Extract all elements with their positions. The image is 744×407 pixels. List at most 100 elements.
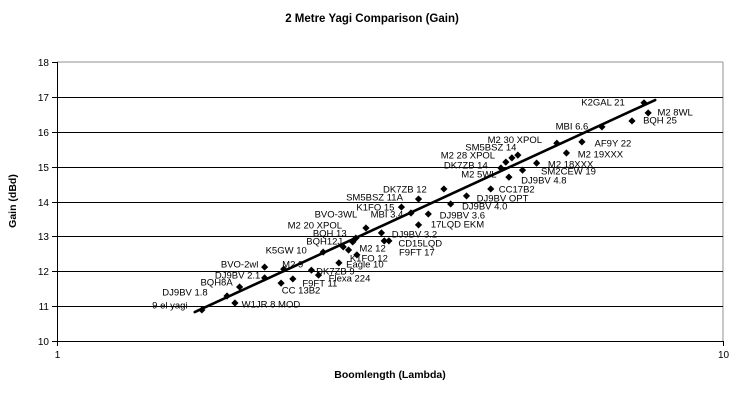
data-point-31 [505, 173, 513, 181]
data-point-label-9: DK7ZB 9 [316, 267, 355, 278]
data-point-label-27: SM5BSZ 11A [346, 193, 404, 204]
data-point-label-31: DJ9BV 4.8 [521, 176, 566, 187]
data-point-19 [385, 237, 393, 245]
y-tick-label-14: 14 [38, 198, 50, 209]
y-tick-label-10: 10 [38, 337, 50, 348]
chart-title: 2 Metre Yagi Comparison (Gain) [285, 13, 459, 25]
data-point-label-0: 9 el yagi [152, 300, 187, 311]
y-tick-label-17: 17 [38, 93, 50, 104]
x-tick-label-10: 10 [718, 350, 730, 361]
data-point-25 [424, 210, 432, 218]
data-point-42 [640, 99, 648, 107]
data-point-4 [261, 274, 269, 282]
data-point-8 [289, 275, 297, 283]
data-point-41 [598, 123, 606, 131]
data-point-36 [514, 151, 522, 159]
data-point-label-8: F9FT 11 [302, 278, 337, 289]
data-point-label-19: F9FT 17 [399, 247, 435, 258]
data-point-label-15: BQH12J [306, 236, 342, 247]
data-point-label-36: SM5BSZ 14 [465, 143, 516, 154]
data-point-label-1: DJ9BV 1.8 [162, 288, 207, 299]
data-point-28 [440, 185, 448, 193]
data-point-label-14: M2 12 [359, 243, 385, 254]
data-point-label-35: M2 28 XPOL [441, 150, 495, 161]
data-point-label-34: DK7ZB 14 [444, 161, 488, 172]
data-point-0 [198, 306, 206, 314]
data-point-33 [518, 166, 527, 174]
data-point-9 [307, 266, 316, 274]
y-tick-label-18: 18 [38, 58, 50, 69]
data-point-label-29: DJ9BV OPT [477, 193, 529, 204]
data-point-5 [261, 263, 269, 271]
data-point-27 [414, 195, 423, 203]
data-point-24 [397, 203, 406, 211]
data-point-label-21: DJ9BV 3.2 [392, 229, 437, 240]
data-point-label-6: M2 9 [282, 260, 303, 271]
data-point-label-39: M2 19XXX [578, 150, 624, 161]
data-point-label-13: K1FO 12 [350, 253, 388, 264]
data-point-label-43: BQH 25 [643, 115, 677, 126]
data-point-18 [362, 224, 370, 232]
data-point-label-40: AF9Y 22 [595, 138, 632, 149]
data-point-34 [502, 158, 510, 166]
y-tick-label-16: 16 [38, 128, 50, 139]
data-point-label-30: CC17B2 [499, 184, 535, 195]
x-tick-label-1: 1 [55, 350, 61, 361]
data-point-label-7: CC 13B2 [282, 286, 321, 297]
data-point-label-25: DJ9BV 3.6 [440, 211, 485, 222]
data-point-10 [314, 271, 323, 279]
data-point-label-12: K5GW 10 [266, 246, 307, 257]
x-axis-title: Boomlength (Lambda) [334, 369, 446, 381]
data-point-2 [231, 299, 239, 307]
data-point-label-10: Flexa 224 [329, 274, 371, 285]
data-point-44 [644, 109, 652, 117]
data-point-14 [344, 246, 353, 254]
data-point-label-44: M2 8WL [657, 107, 692, 118]
data-point-15 [339, 243, 347, 251]
data-point-38 [553, 139, 561, 147]
data-point-35 [508, 154, 516, 162]
data-point-label-33: SM2CEW 19 [541, 167, 596, 178]
data-point-label-42: K2GAL 21 [581, 97, 624, 108]
data-point-label-32: M2 5WL [461, 170, 496, 181]
data-point-label-37: M2 18XXX [548, 160, 594, 171]
data-point-17 [352, 234, 360, 242]
data-point-39 [562, 149, 571, 157]
data-point-29 [462, 192, 471, 200]
data-point-label-11: Eagle 10 [346, 259, 384, 270]
data-point-label-41: MBI 6.6 [556, 121, 589, 132]
data-point-12 [319, 248, 327, 256]
data-point-40 [578, 138, 586, 146]
data-point-label-23: MBI 3.4 [371, 210, 404, 221]
data-point-label-20: CD15LQD [398, 238, 442, 249]
data-point-37 [533, 159, 541, 167]
data-point-32 [497, 164, 505, 172]
data-point-label-3: BQH8A [200, 277, 233, 288]
data-point-label-17: M2 20 XPOL [288, 221, 342, 232]
data-point-label-22: 17LQD EKM [431, 219, 484, 230]
data-point-label-2: W1JR 8 MOD [242, 299, 301, 310]
data-point-22 [414, 221, 423, 229]
data-point-label-28: DK7ZB 12 [383, 184, 427, 195]
data-point-11 [335, 259, 343, 267]
data-point-label-18: BVO-3WL [315, 210, 358, 221]
data-point-20 [380, 237, 388, 245]
data-point-3 [235, 283, 244, 291]
y-tick-label-12: 12 [38, 267, 50, 278]
y-tick-label-15: 15 [38, 163, 50, 174]
data-point-label-4: DJ9BV 2.1 [215, 270, 260, 281]
data-point-label-24: K1FO 15 [356, 203, 394, 214]
data-point-label-38: M2 30 XPOL [488, 135, 542, 146]
data-point-30 [487, 185, 495, 193]
data-point-1 [223, 292, 231, 300]
data-point-13 [353, 251, 361, 259]
data-point-6 [280, 265, 288, 273]
data-point-7 [277, 279, 285, 287]
y-tick-label-13: 13 [38, 232, 50, 243]
data-point-label-26: DJ9BV 4.0 [462, 201, 507, 212]
data-point-label-16: BQH 13 [313, 228, 347, 239]
data-point-23 [407, 209, 415, 217]
data-point-label-5: BVO-2wl [221, 260, 258, 271]
